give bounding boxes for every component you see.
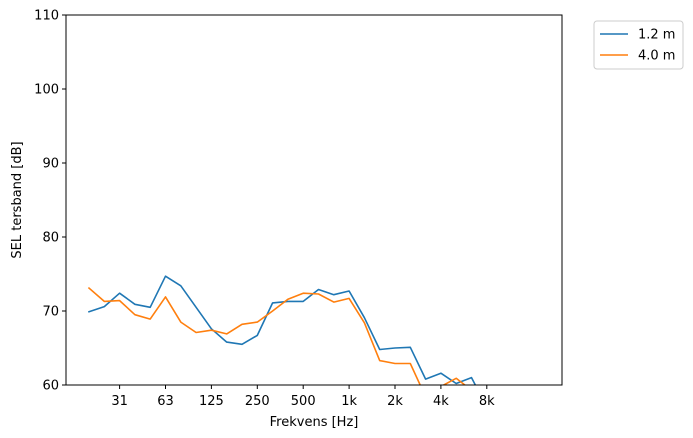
y-tick-label: 70 [42,305,59,320]
x-tick-label: 2k [387,394,403,409]
legend: 1.2 m 4.0 m [593,20,684,70]
x-tick-label: 4k [433,394,449,409]
plot-area [66,15,562,385]
y-tick-label: 100 [34,83,59,98]
series-line-2 [87,286,467,385]
y-tick-label: 60 [42,379,59,394]
y-tick-label: 80 [42,231,59,246]
y-axis-label: SEL tersband [dB] [10,141,25,258]
x-tick-label: 1k [341,394,357,409]
x-tick-label: 8k [479,394,495,409]
x-axis-label: Frekvens [Hz] [270,415,359,430]
y-tick-label: 110 [34,9,59,24]
y-axis: 60 70 80 90 100 110 [34,9,66,394]
y-tick-label: 90 [42,157,59,172]
x-tick-label: 31 [111,394,128,409]
x-tick-label: 500 [291,394,316,409]
series-layer [87,275,477,385]
legend-box [593,20,684,70]
legend-label: 1.2 m [638,28,675,43]
series-line-1 [87,275,477,385]
x-axis: 31 63 125 250 500 1k 2k 4k 8k [111,385,495,409]
x-tick-label: 250 [245,394,270,409]
x-tick-label: 63 [157,394,174,409]
legend-label: 4.0 m [638,49,675,64]
plot-frame [65,14,563,386]
x-tick-label: 125 [199,394,224,409]
